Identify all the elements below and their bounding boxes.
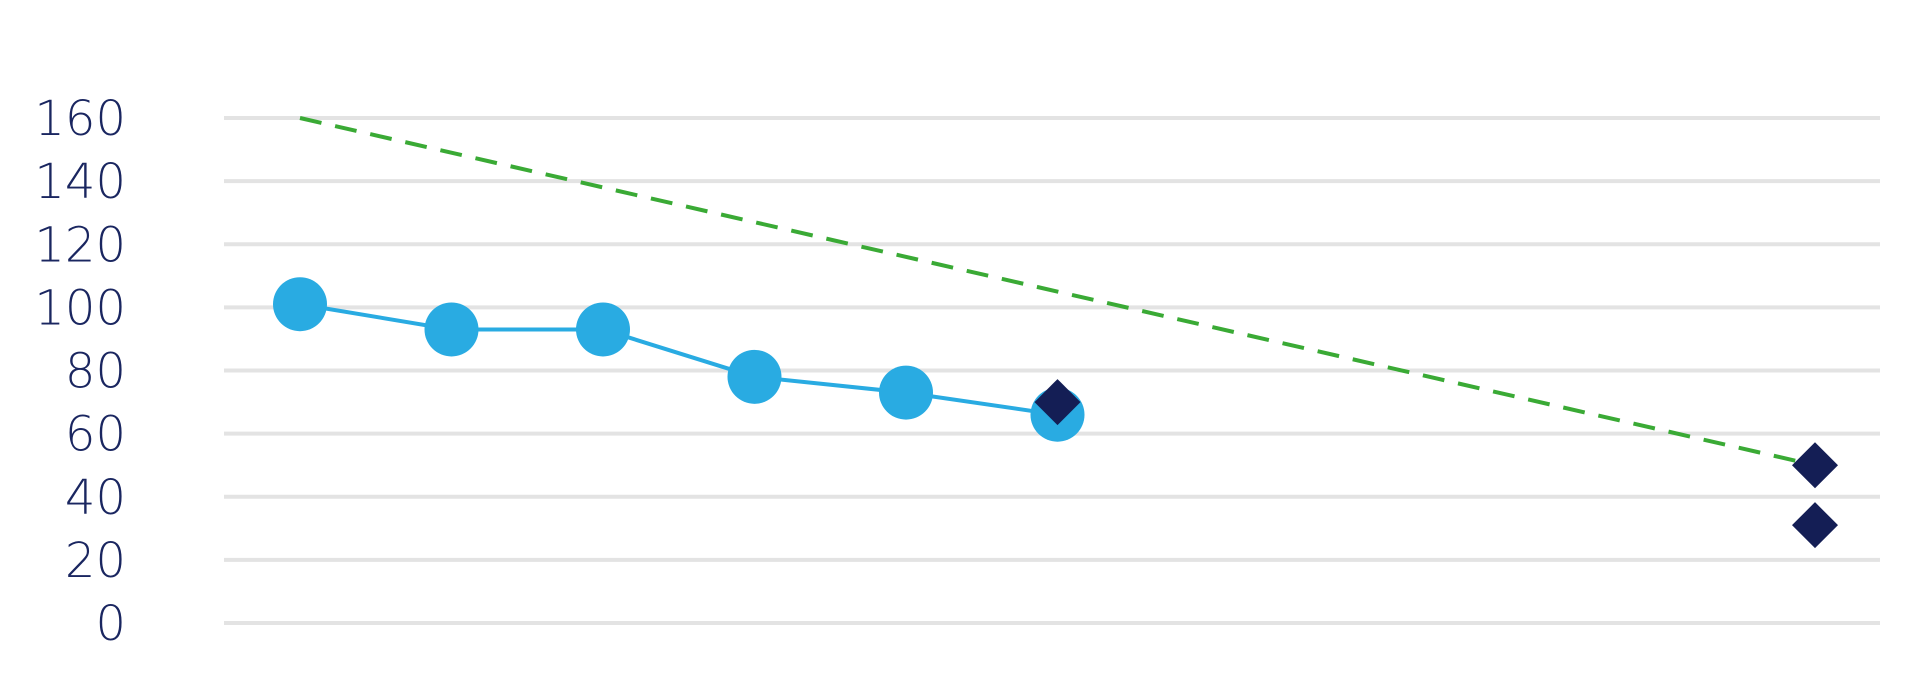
y-tick-label-40: 40 [65, 470, 126, 526]
data-line [299, 302, 1058, 417]
diamond-marker-0 [1034, 379, 1081, 426]
y-tick-label-80: 80 [65, 344, 126, 400]
series-2-markers [1034, 379, 1838, 549]
y-tick-label-20: 20 [65, 533, 126, 589]
y-tick-label-120: 120 [34, 217, 126, 273]
y-tick-label-160: 160 [34, 91, 126, 147]
y-tick-label-60: 60 [65, 407, 126, 463]
y-tick-label-140: 140 [34, 154, 126, 210]
diamond-marker-2 [1792, 502, 1838, 549]
y-tick-label-100: 100 [34, 280, 126, 336]
circle-marker-4 [879, 365, 933, 420]
circle-marker-0 [273, 277, 327, 332]
diamond-marker-1 [1792, 442, 1838, 489]
series-0-line-with-markers [273, 277, 1085, 442]
circle-marker-3 [727, 349, 782, 404]
series [273, 116, 1838, 549]
y-tick-label-0: 0 [95, 596, 126, 652]
circle-marker-2 [576, 302, 630, 357]
target-trend-line [299, 116, 1816, 468]
gridlines [224, 116, 1880, 625]
y-axis-tick-labels: 0 20 40 60 80 100 120 140 160 [34, 91, 126, 652]
circle-marker-1 [424, 302, 479, 357]
series-1-dashed-line [299, 116, 1816, 468]
